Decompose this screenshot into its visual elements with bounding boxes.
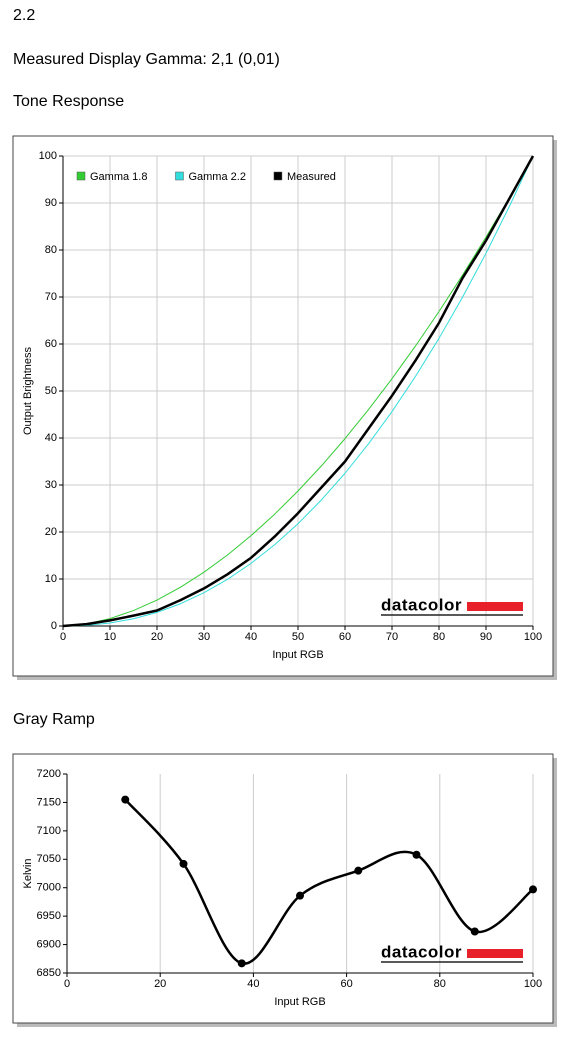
x-tick-label: 0 [60,631,66,643]
y-tick-label: 40 [45,432,57,444]
watermark-bar [467,602,523,611]
watermark: datacolor [381,595,462,614]
watermark: datacolor [381,942,462,961]
y-tick-label: 30 [45,479,57,491]
x-tick-label: 40 [245,631,257,643]
x-tick-label: 20 [151,631,163,643]
x-tick-label: 100 [524,631,542,643]
data-point [412,850,421,859]
y-tick-label: 7000 [37,882,61,894]
chart-box [12,135,554,677]
data-point [296,891,304,900]
data-point [529,885,537,894]
x-tick-label: 50 [292,631,304,643]
legend-swatch [175,171,184,181]
x-tick-label: 80 [433,631,445,643]
x-tick-label: 80 [434,978,446,990]
x-tick-label: 70 [386,631,398,643]
x-tick-label: 90 [480,631,492,643]
y-tick-label: 60 [45,338,57,350]
x-tick-label: 40 [247,978,259,990]
heading: 2.2 [13,7,35,24]
watermark-bar [467,949,523,958]
y-tick-label: 10 [45,573,57,585]
series-line [62,155,534,627]
data-point [237,959,246,968]
data-point [121,795,130,804]
legend-swatch [273,171,283,181]
x-tick-label: 0 [64,978,70,990]
x-tick-label: 60 [340,978,352,990]
y-tick-label: 7150 [37,796,61,808]
x-tick-label: 30 [198,631,210,643]
legend-label: Measured [287,171,336,183]
y-axis-label: Output Brightness [22,346,34,435]
x-axis-label: Input RGB [274,996,325,1008]
legend-label: Gamma 1.8 [90,171,147,183]
y-tick-label: 7100 [37,825,61,837]
legend-label: Gamma 2.2 [188,171,245,183]
gamma-note: Measured Display Gamma: 2,1 (0,01) [13,51,280,68]
y-tick-label: 20 [45,526,57,538]
series-line [62,155,534,627]
y-tick-label: 80 [45,244,57,256]
y-axis-label: Kelvin [22,859,34,889]
chart: Gray Ramp 0 20 40 60 80 100 6850 6900 6950 7000 705… [12,711,557,1027]
y-tick-label: 7200 [37,768,61,780]
y-tick-label: 6850 [37,967,61,979]
y-tick-label: 0 [51,620,57,632]
y-tick-label: 6900 [37,938,61,950]
chart-box [12,753,554,1024]
x-tick-label: 20 [154,978,166,990]
series-line [62,155,535,628]
data-point [470,927,479,936]
chart: Tone Response 0 10 20 30 40 50 60 70 80 90 100 0 10 20… [12,93,557,680]
y-tick-label: 6950 [37,910,61,922]
y-tick-label: 50 [45,385,57,397]
chart-title: Gray Ramp [13,711,95,728]
data-point [179,859,188,868]
x-tick-label: 60 [339,631,351,643]
y-tick-label: 100 [39,150,57,162]
legend-swatch [76,171,86,181]
x-axis-label: Input RGB [272,649,323,661]
x-tick-label: 100 [524,978,542,990]
chart-title: Tone Response [13,93,124,110]
y-tick-label: 7050 [37,853,61,865]
y-tick-label: 70 [45,291,57,303]
data-point [354,866,363,875]
x-tick-label: 10 [104,631,116,643]
series-line [124,798,534,965]
y-tick-label: 90 [45,197,57,209]
